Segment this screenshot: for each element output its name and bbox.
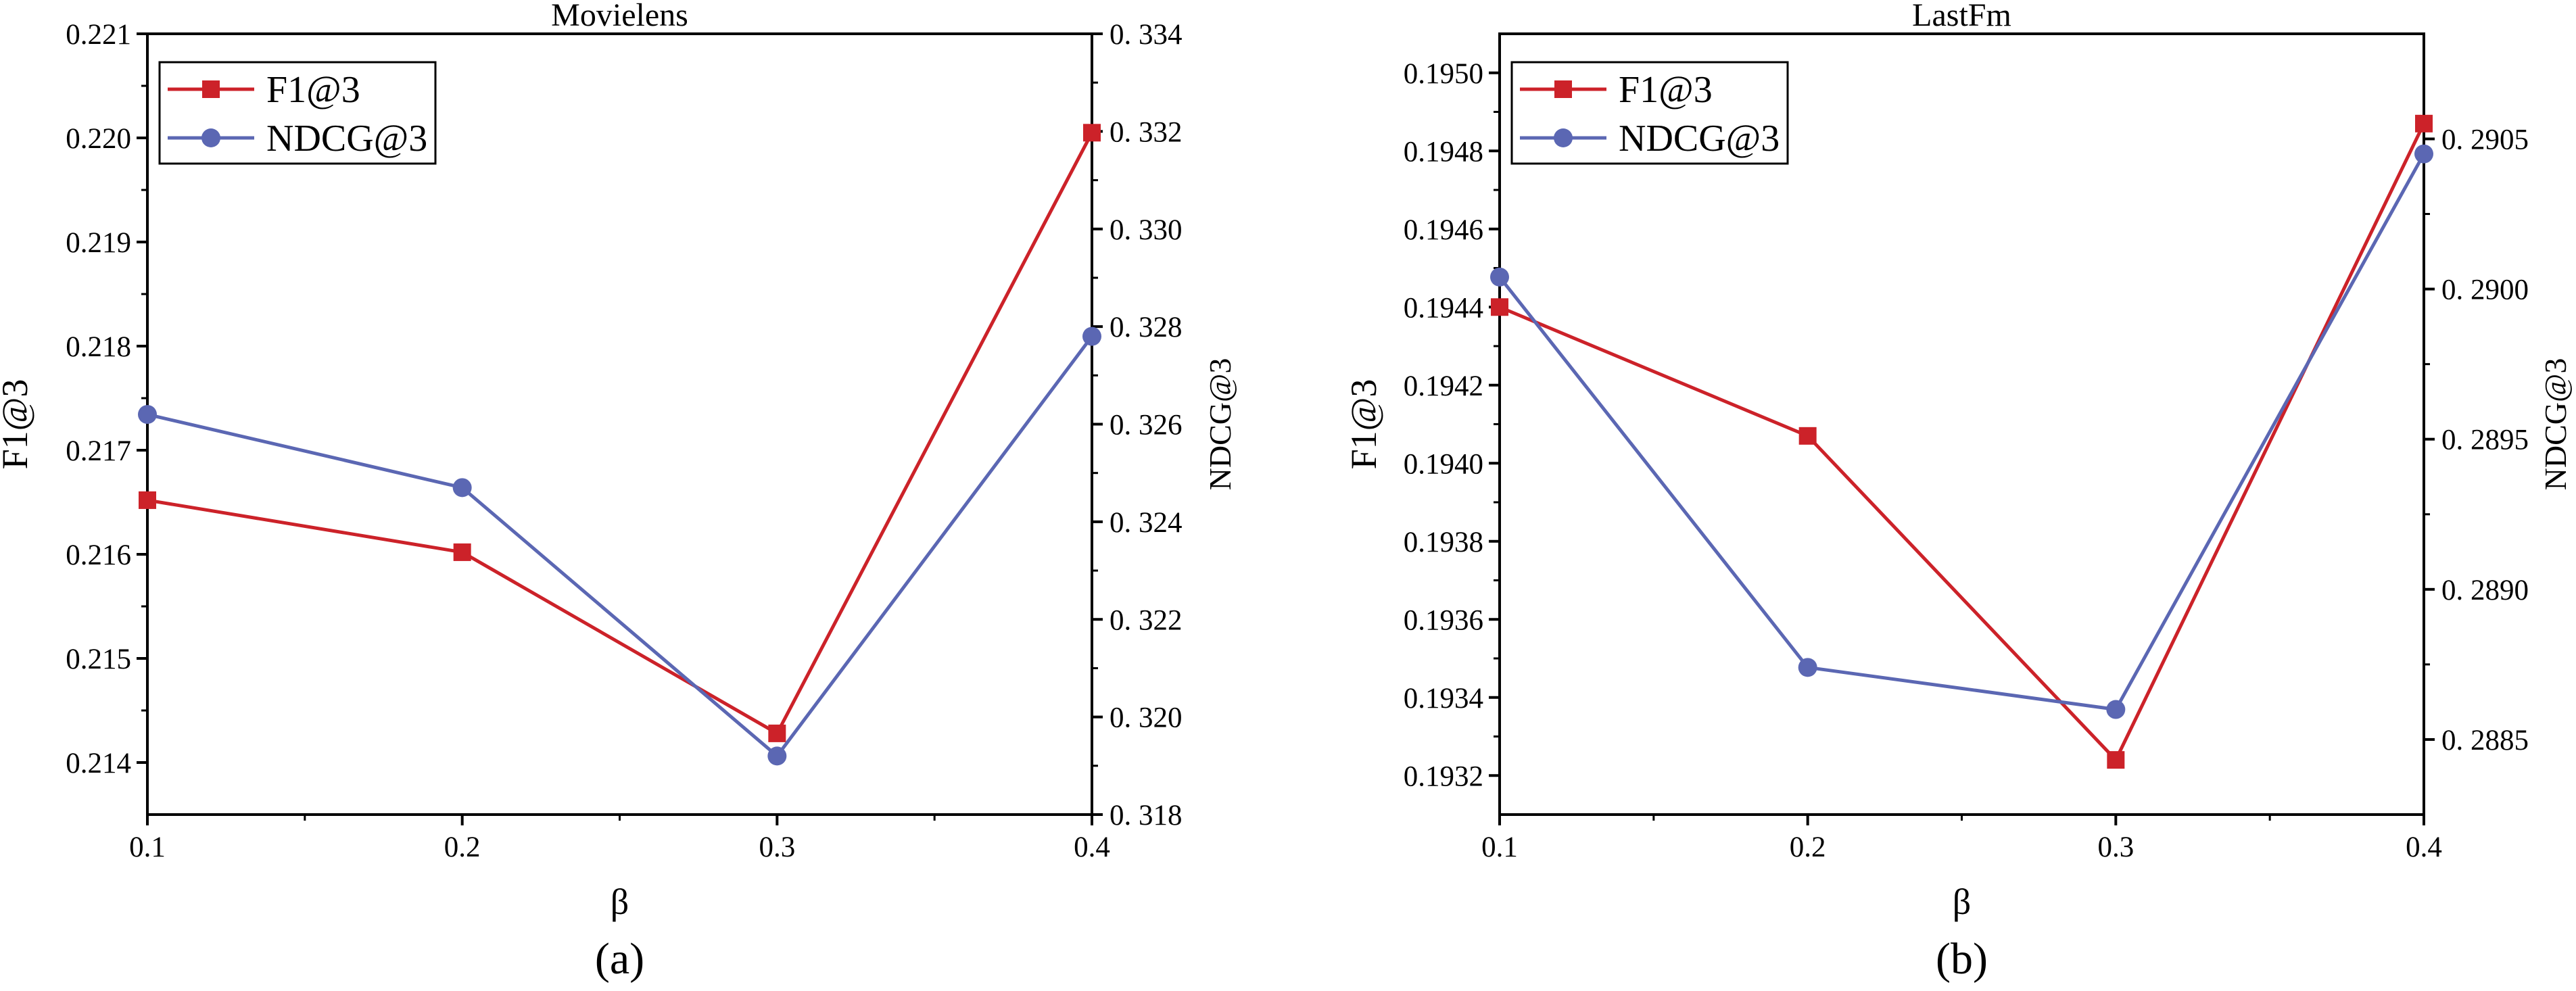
legend-label-ndcg: NDCG@3 (1619, 118, 1780, 160)
data-point-ndcg (452, 478, 472, 498)
chart-title: Movielens (551, 0, 688, 33)
x-tick-label: 0.2 (1790, 831, 1826, 863)
data-point-ndcg (1082, 327, 1101, 346)
y-left-tick-label: 0.220 (66, 123, 131, 155)
y-left-tick-label: 0.1934 (1404, 683, 1483, 715)
y-right-tick-label: 0. 334 (1110, 19, 1183, 51)
y-right-tick-label: 0. 320 (1110, 702, 1183, 734)
chart-title: LastFm (1912, 0, 2011, 33)
y-right-tick-label: 0. 326 (1110, 410, 1183, 441)
x-tick-label: 0.1 (129, 831, 166, 863)
legend-marker-f1 (202, 80, 220, 98)
y-right-tick-label: 0. 332 (1110, 116, 1183, 148)
series-line-ndcg (147, 335, 1093, 758)
y-right-tick-label: 0. 2900 (2441, 274, 2529, 306)
y-left-tick-label: 0.221 (66, 19, 131, 51)
y-left-tick-label: 0.215 (66, 644, 131, 675)
data-point-f1 (453, 543, 471, 561)
y-left-axis-label: F1@3 (0, 379, 35, 470)
legend-label-f1: F1@3 (266, 69, 360, 111)
data-point-ndcg (138, 405, 157, 425)
legend-box (158, 61, 437, 165)
x-tick-label: 0.4 (2406, 831, 2442, 863)
x-tick-label: 0.3 (2097, 831, 2134, 863)
series-line-ndcg (1498, 153, 2426, 712)
subfigure-caption: (b) (1936, 934, 1988, 984)
data-point-f1 (2107, 751, 2125, 769)
data-point-f1 (2415, 114, 2433, 132)
chart-movielens: Movielens 0.1 0.2 0.3 0.4 0.214 0.215 0.216 0.21… (0, 0, 1237, 984)
chart-lastfm: LastFm 0.1 0.2 0.3 0.4 0.1932 0.1934 0.1936 0.19… (1343, 0, 2573, 984)
subfigure-caption: (a) (595, 934, 644, 984)
y-left-tick-label: 0.1936 (1404, 604, 1483, 636)
y-left-axis-label: F1@3 (1343, 379, 1384, 470)
y-left-tick-label: 0.1940 (1404, 448, 1483, 480)
y-left-tick-label: 0.1946 (1404, 214, 1483, 246)
data-point-ndcg (767, 746, 787, 766)
data-point-f1 (1798, 427, 1817, 445)
x-tick-label: 0.4 (1074, 831, 1110, 863)
x-axis-label: β (611, 881, 629, 922)
y-left-tick-label: 0.1932 (1404, 760, 1483, 792)
x-tick-label: 0.2 (444, 831, 481, 863)
data-point-ndcg (1798, 658, 1817, 677)
y-left-tick-label: 0.1944 (1404, 292, 1483, 324)
y-left-tick-label: 0.1938 (1404, 527, 1483, 558)
y-right-tick-label: 0. 2885 (2441, 725, 2529, 756)
y-right-tick-label: 0. 2905 (2441, 124, 2529, 155)
series-line-f1 (1499, 122, 2426, 762)
y-left-tick-label: 0.216 (66, 539, 131, 571)
y-left-tick-label: 0.219 (66, 227, 131, 259)
data-point-f1 (768, 724, 786, 742)
y-right-tick-label: 0. 324 (1110, 507, 1183, 539)
x-axis-label: β (1953, 881, 1971, 922)
y-left-tick-label: 0.1950 (1404, 58, 1483, 90)
y-right-axis-label: NDCG@3 (1203, 358, 1237, 491)
legend: F1@3 NDCG@3 (158, 61, 437, 165)
y-right-tick-label: 0. 328 (1110, 312, 1183, 343)
data-point-ndcg (2414, 144, 2433, 164)
data-point-f1 (139, 491, 156, 509)
data-point-ndcg (2106, 700, 2126, 719)
data-point-f1 (1491, 298, 1508, 316)
legend: F1@3 NDCG@3 (1510, 61, 1789, 165)
y-right-tick-label: 0. 2890 (2441, 575, 2529, 606)
legend-marker-ndcg (1554, 128, 1573, 147)
series-line-f1 (147, 132, 1094, 735)
data-point-ndcg (1490, 267, 1509, 287)
x-tick-label: 0.3 (759, 831, 795, 863)
legend-marker-f1 (1554, 80, 1572, 98)
data-point-f1 (1083, 124, 1101, 142)
x-tick-label: 0.1 (1481, 831, 1518, 863)
y-right-tick-label: 0. 2895 (2441, 425, 2529, 456)
y-left-tick-label: 0.217 (66, 435, 131, 467)
legend-box (1510, 61, 1789, 165)
y-right-tick-label: 0. 318 (1110, 800, 1183, 831)
y-left-tick-label: 0.214 (66, 748, 131, 779)
y-right-tick-label: 0. 330 (1110, 214, 1183, 246)
y-left-tick-label: 0.218 (66, 331, 131, 363)
y-left-tick-label: 0.1948 (1404, 136, 1483, 168)
y-left-tick-label: 0.1942 (1404, 370, 1483, 402)
legend-marker-ndcg (201, 128, 220, 147)
y-right-axis-label: NDCG@3 (2538, 358, 2573, 491)
legend-label-f1: F1@3 (1619, 69, 1713, 111)
y-right-tick-label: 0. 322 (1110, 604, 1183, 636)
legend-label-ndcg: NDCG@3 (266, 118, 427, 160)
